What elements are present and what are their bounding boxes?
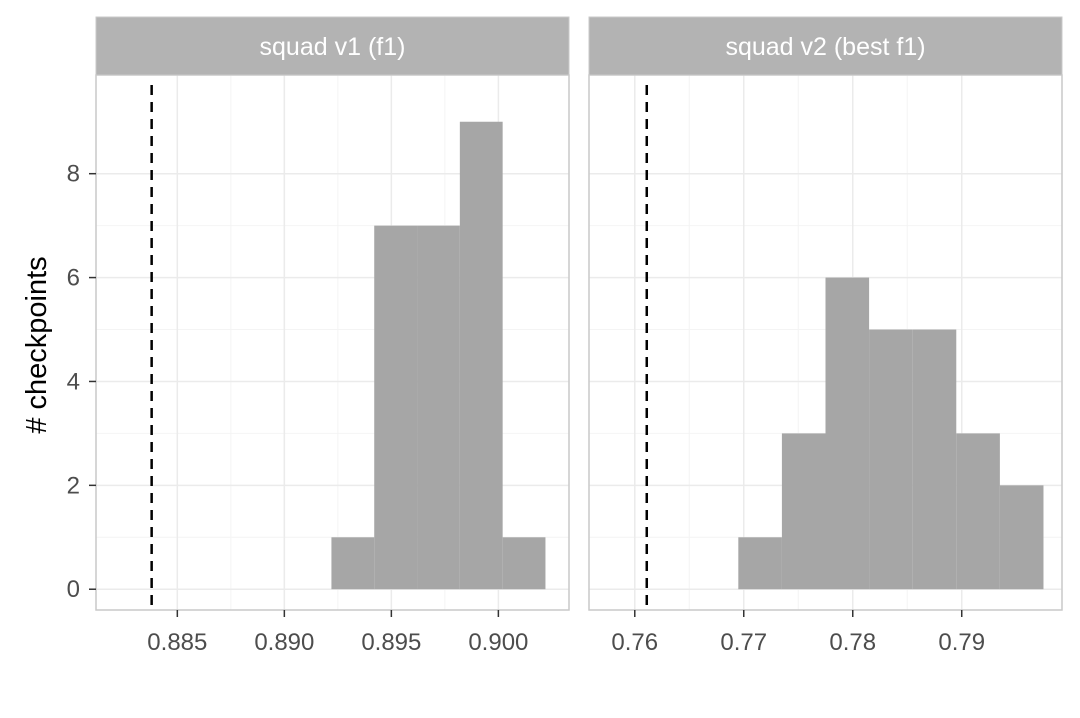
y-tick-label: 8 bbox=[67, 161, 80, 188]
x-tick-label: 0.895 bbox=[361, 629, 421, 656]
x-tick-label: 0.890 bbox=[254, 629, 314, 656]
x-tick-label: 0.79 bbox=[938, 629, 985, 656]
histogram-bar bbox=[502, 537, 546, 590]
y-axis-title: # checkpoints bbox=[21, 256, 53, 433]
facet-panel-1: squad v1 (f1) 0.885 0.890 0.895 0.900 0 2 4 6 8 bbox=[67, 16, 570, 656]
x-tick-label: 0.76 bbox=[611, 629, 658, 656]
y-tick-label: 6 bbox=[67, 265, 80, 292]
histogram-bar bbox=[999, 485, 1044, 590]
y-tick-label: 4 bbox=[67, 368, 80, 395]
panels-layer: squad v1 (f1)0.885 0.890 0.895 0.90002468sq… bbox=[67, 16, 1063, 656]
facet-panel-2: squad v2 (best f1) 0.76 0.77 0.78 0.79 bbox=[588, 16, 1063, 656]
histogram-bar bbox=[825, 277, 870, 590]
histogram-bar bbox=[912, 329, 957, 590]
x-tick-label: 0.78 bbox=[829, 629, 876, 656]
y-tick-label: 0 bbox=[67, 576, 80, 603]
histogram-bar bbox=[459, 121, 503, 590]
facet-strip bbox=[588, 16, 1063, 76]
x-tick-label: 0.885 bbox=[147, 629, 207, 656]
histogram-bar bbox=[956, 433, 1000, 590]
x-tick-label: 0.77 bbox=[720, 629, 767, 656]
facet-strip bbox=[95, 16, 570, 76]
histogram-bar bbox=[331, 537, 375, 590]
histogram-bar bbox=[374, 225, 418, 590]
histogram-bar bbox=[417, 225, 460, 590]
facet-strip-label: squad v1 (f1) bbox=[260, 33, 406, 61]
x-tick-label: 0.900 bbox=[468, 629, 528, 656]
y-tick-label: 2 bbox=[67, 472, 80, 499]
histogram-bar bbox=[869, 329, 913, 590]
histogram-bar bbox=[738, 537, 782, 590]
histogram-bar bbox=[781, 433, 826, 590]
facet-strip-label: squad v2 (best f1) bbox=[725, 33, 925, 61]
